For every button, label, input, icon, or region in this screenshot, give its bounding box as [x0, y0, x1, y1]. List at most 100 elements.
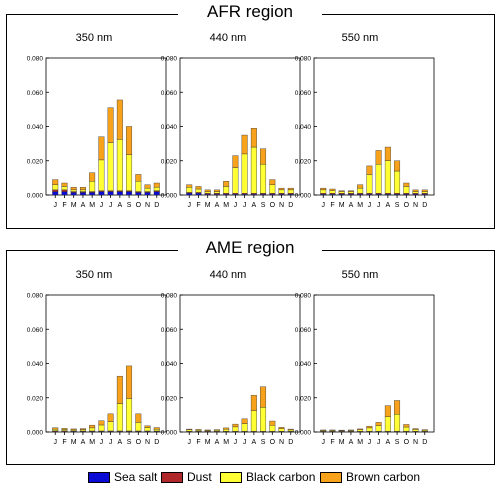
- x-tick-label: A: [349, 439, 354, 446]
- x-tick-label: M: [339, 439, 345, 446]
- x-tick-label: J: [100, 202, 104, 209]
- y-tick-label: 0.020: [295, 158, 312, 165]
- x-tick-label: F: [330, 439, 334, 446]
- bar-segment: [89, 427, 96, 432]
- bar-segment: [278, 187, 285, 191]
- bar-segment: [144, 184, 151, 189]
- bar-segment: [250, 395, 257, 411]
- bar-segment: [412, 428, 419, 430]
- bar-segment: [232, 167, 239, 194]
- bar-segment: [144, 425, 151, 428]
- bar-segment: [278, 427, 285, 429]
- bar-segment: [195, 186, 202, 190]
- bar-segment: [347, 191, 354, 194]
- x-tick-label: N: [145, 439, 150, 446]
- bar-segment: [186, 429, 193, 432]
- bar-segment: [375, 163, 382, 194]
- bar-segment: [403, 424, 410, 428]
- bar-segment: [269, 184, 276, 194]
- x-tick-label: F: [196, 439, 200, 446]
- x-tick-label: A: [118, 202, 123, 209]
- y-tick-label: 0.060: [295, 327, 312, 334]
- x-tick-label: A: [386, 202, 391, 209]
- bar-segment: [287, 189, 294, 194]
- chart-title: 550 nm: [342, 32, 379, 44]
- ame-region-title: AME region: [178, 238, 322, 258]
- chart-title: 550 nm: [342, 269, 379, 281]
- x-tick-label: S: [127, 439, 132, 446]
- bar-segment: [366, 427, 373, 432]
- x-tick-label: A: [81, 439, 86, 446]
- bar-segment: [135, 422, 142, 432]
- plot-frame: [313, 294, 435, 433]
- bar-segment: [126, 154, 133, 191]
- x-tick-label: M: [89, 439, 95, 446]
- bar-segment: [260, 148, 267, 165]
- bar-segment: [241, 418, 248, 424]
- bar-segment: [250, 146, 257, 194]
- x-tick-label: J: [321, 202, 325, 209]
- x-tick-label: N: [413, 439, 418, 446]
- bar-segment: [394, 413, 401, 432]
- x-tick-label: O: [404, 202, 410, 209]
- y-tick-label: 0.060: [161, 90, 178, 97]
- y-tick-label: 0.020: [295, 395, 312, 402]
- bar-segment: [223, 429, 230, 432]
- bar-segment: [338, 190, 345, 192]
- bar-segment: [394, 400, 401, 415]
- bar-segment: [287, 428, 294, 431]
- bar-segment: [278, 189, 285, 194]
- y-tick-label: 0.020: [161, 158, 178, 165]
- bar-segment: [186, 184, 193, 188]
- x-tick-label: A: [252, 202, 257, 209]
- x-tick-label: D: [422, 439, 427, 446]
- bar-segment: [421, 191, 428, 194]
- plot-frame: [179, 294, 301, 433]
- sea-salt-swatch: [88, 471, 110, 483]
- x-tick-label: J: [243, 202, 247, 209]
- bar-segment: [213, 429, 220, 431]
- x-tick-label: J: [53, 439, 57, 446]
- bar-segment: [195, 193, 202, 196]
- bar-segment: [384, 416, 391, 432]
- x-tick-label: D: [288, 439, 293, 446]
- x-tick-label: M: [223, 202, 229, 209]
- bar-segment: [320, 429, 327, 431]
- bar-segment: [153, 182, 160, 188]
- bar-segment: [126, 398, 133, 432]
- bar-segment: [260, 163, 267, 194]
- bar-segment: [107, 107, 114, 143]
- x-tick-label: M: [223, 439, 229, 446]
- chart-title: 350 nm: [76, 32, 113, 44]
- brown-carbon-swatch: [320, 471, 342, 483]
- bar-segment: [79, 428, 86, 430]
- chart-title: 440 nm: [210, 269, 247, 281]
- bar-segment: [79, 189, 86, 192]
- y-tick-label: 0.080: [27, 56, 44, 63]
- bar-segment: [329, 190, 336, 194]
- x-tick-label: A: [118, 439, 123, 446]
- bar-segment: [195, 429, 202, 431]
- y-tick-label: 0.000: [295, 193, 312, 200]
- bar-segment: [144, 192, 151, 196]
- bar-segment: [232, 423, 239, 428]
- bar-segment: [107, 413, 114, 422]
- bar-segment: [269, 425, 276, 432]
- x-tick-label: J: [234, 202, 238, 209]
- x-tick-label: M: [89, 202, 95, 209]
- bar-segment: [186, 428, 193, 430]
- legend-item-black-carbon: Black carbon: [220, 470, 315, 484]
- bar-segment: [52, 428, 59, 432]
- bar-segment: [213, 189, 220, 192]
- x-tick-label: S: [261, 202, 266, 209]
- x-tick-label: O: [404, 439, 410, 446]
- y-tick-label: 0.020: [27, 395, 44, 402]
- bar-segment: [232, 155, 239, 168]
- x-tick-label: D: [422, 202, 427, 209]
- bar-segment: [98, 424, 105, 432]
- bar-segment: [403, 426, 410, 432]
- bar-segment: [52, 184, 59, 191]
- legend-item-brown-carbon: Brown carbon: [320, 470, 420, 484]
- bar-segment: [357, 429, 364, 432]
- bar-segment: [329, 429, 336, 431]
